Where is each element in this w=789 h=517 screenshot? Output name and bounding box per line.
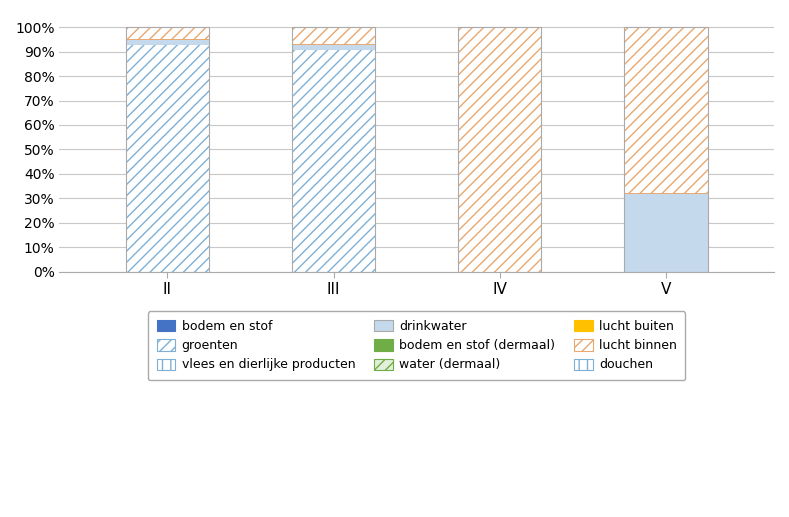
Bar — [458, 27, 541, 271]
Bar — [624, 193, 708, 271]
Bar — [125, 27, 209, 39]
Bar — [125, 27, 209, 271]
Legend: bodem en stof, groenten, vlees en dierlijke producten, drinkwater, bodem en stof: bodem en stof, groenten, vlees en dierli… — [148, 311, 686, 380]
Bar — [458, 27, 541, 271]
Bar — [292, 27, 375, 271]
Bar — [624, 27, 708, 271]
Bar — [125, 44, 209, 271]
Bar — [624, 27, 708, 193]
Bar — [125, 39, 209, 44]
Bar — [292, 49, 375, 271]
Bar — [292, 44, 375, 49]
Bar — [292, 27, 375, 44]
